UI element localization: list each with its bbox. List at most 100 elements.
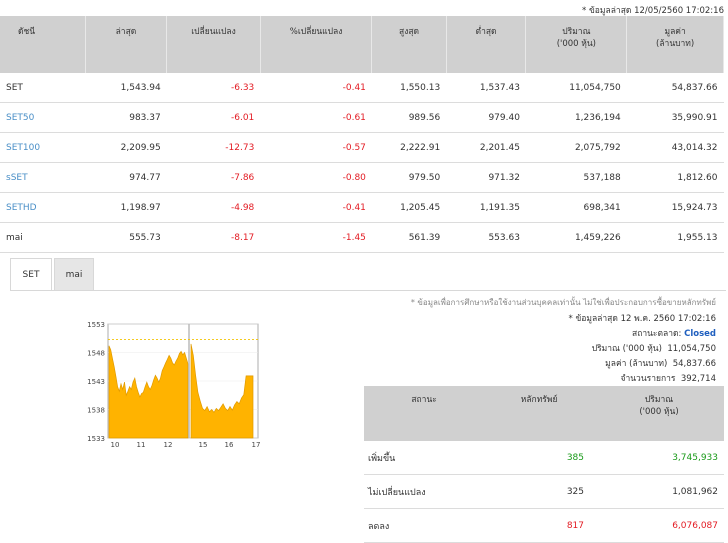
trades-value: 392,714 [680, 374, 716, 384]
index-high: 561.39 [371, 222, 447, 253]
chart-y-tick: 1553 [87, 321, 105, 329]
header-summary-volume: ปริมาณ ('000 หุ้น) [594, 386, 724, 441]
index-change: -7.86 [166, 162, 261, 193]
index-low: 971.32 [446, 162, 526, 193]
header-index: ดัชนี [0, 16, 86, 73]
index-value: 1,812.60 [626, 162, 724, 193]
index-row: SET 1,543.94 -6.33 -0.41 1,550.13 1,537.43 11,… [0, 73, 724, 103]
info-trades: จำนวนรายการ 392,714 [620, 371, 716, 385]
index-volume: 2,075,792 [525, 132, 627, 163]
index-last: 2,209.95 [85, 132, 167, 163]
value-label: มูลค่า (ล้านบาท) [605, 359, 668, 369]
index-row: SET50 983.37 -6.01 -0.61 989.56 979.40 1,236,1… [0, 102, 724, 133]
chart-y-tick: 1548 [87, 350, 105, 358]
header-pct-change: %เปลี่ยนแปลง [260, 16, 373, 73]
index-high: 979.50 [371, 162, 447, 193]
summary-status-label: ไม่เปลี่ยนแปลง [364, 474, 485, 509]
index-name[interactable]: SET50 [0, 102, 86, 133]
index-last: 1,198.97 [85, 192, 167, 223]
index-row: SETHD 1,198.97 -4.98 -0.41 1,205.45 1,191.35 6… [0, 192, 724, 223]
chart-x-tick: 16 [225, 441, 234, 449]
index-value: 1,955.13 [626, 222, 724, 253]
index-row: SET100 2,209.95 -12.73 -0.57 2,222.91 2,201.4… [0, 132, 724, 163]
index-last: 555.73 [85, 222, 167, 253]
index-pct-change: -1.45 [260, 222, 372, 253]
chart-y-tick: 1543 [87, 378, 105, 386]
index-volume: 11,054,750 [525, 73, 627, 103]
chart-x-tick: 12 [164, 441, 173, 449]
chart-x-tick: 10 [111, 441, 120, 449]
chart-x-tick: 17 [252, 441, 261, 449]
index-name: SET [0, 73, 86, 103]
summary-row: เพิ่มขึ้น 385 3,745,933 [364, 441, 724, 475]
index-change: -6.01 [166, 102, 261, 133]
volume-label: ปริมาณ ('000 หุ้น) [591, 344, 662, 354]
info-volume: ปริมาณ ('000 หุ้น) 11,054,750 [592, 341, 716, 355]
header-status: สถานะ [364, 386, 485, 441]
index-pct-change: -0.61 [260, 102, 372, 133]
index-change: -4.98 [166, 192, 261, 223]
index-table-header: ดัชนี ล่าสุด เปลี่ยนแปลง %เปลี่ยนแปลง สู… [0, 16, 724, 73]
tab-divider [10, 290, 726, 291]
tab-mai[interactable]: mai [54, 258, 94, 291]
header-last: ล่าสุด [85, 16, 168, 73]
summary-count: 325 [484, 474, 595, 509]
index-high: 989.56 [371, 102, 447, 133]
header-low: ต่ำสุด [446, 16, 527, 73]
chart-area-series [108, 345, 189, 439]
value-value: 54,837.66 [672, 359, 716, 369]
header-high: สูงสุด [371, 16, 447, 73]
index-volume: 537,188 [525, 162, 627, 193]
disclaimer-note: * ข้อมูลเพื่อการศึกษาหรือใช้งานส่วนบุคคล… [410, 298, 716, 307]
summary-status-label: เพิ่มขึ้น [364, 441, 485, 475]
header-volume: ปริมาณ ('000 หุ้น) [525, 16, 628, 73]
index-volume: 1,236,194 [525, 102, 627, 133]
index-value: 35,990.91 [626, 102, 724, 133]
index-row: sSET 974.77 -7.86 -0.80 979.50 971.32 537,188 1… [0, 162, 724, 193]
summary-count: 385 [484, 441, 595, 475]
chart-x-tick: 11 [137, 441, 146, 449]
index-last: 974.77 [85, 162, 167, 193]
index-value: 15,924.73 [626, 192, 724, 223]
index-low: 979.40 [446, 102, 526, 133]
header-securities: หลักทรัพย์ [484, 386, 595, 441]
index-high: 1,550.13 [371, 73, 447, 103]
index-low: 1,537.43 [446, 73, 526, 103]
summary-count: 817 [484, 508, 595, 543]
index-high: 1,205.45 [371, 192, 447, 223]
index-change: -6.33 [166, 73, 261, 103]
summary-status-label: ลดลง [364, 508, 485, 543]
index-change: -12.73 [166, 132, 261, 163]
index-pct-change: -0.41 [260, 73, 372, 103]
index-high: 2,222.91 [371, 132, 447, 163]
market-status-value: Closed [684, 329, 716, 339]
index-last: 983.37 [85, 102, 167, 133]
info-value: มูลค่า (ล้านบาท) 54,837.66 [605, 356, 716, 370]
index-low: 553.63 [446, 222, 526, 253]
index-name[interactable]: SETHD [0, 192, 86, 223]
info-market-status: สถานะตลาด: Closed [632, 326, 716, 340]
index-pct-change: -0.41 [260, 192, 372, 223]
index-name[interactable]: sSET [0, 162, 86, 193]
tab-set[interactable]: SET [10, 258, 52, 291]
index-pct-change: -0.80 [260, 162, 372, 193]
index-low: 1,191.35 [446, 192, 526, 223]
last-update-note: * ข้อมูลล่าสุด 12/05/2560 17:02:16 [582, 6, 724, 16]
summary-volume: 3,745,933 [594, 441, 724, 475]
chart-y-tick: 1538 [87, 407, 105, 415]
index-row: mai 555.73 -8.17 -1.45 561.39 553.63 1,459,226… [0, 222, 724, 253]
summary-volume: 6,076,087 [594, 508, 724, 543]
index-volume: 698,341 [525, 192, 627, 223]
index-value: 54,837.66 [626, 73, 724, 103]
index-name: mai [0, 222, 86, 253]
info-last-update: * ข้อมูลล่าสุด 12 พ.ค. 2560 17:02:16 [568, 314, 717, 324]
volume-value: 11,054,750 [667, 344, 716, 354]
index-value: 43,014.32 [626, 132, 724, 163]
index-name[interactable]: SET100 [0, 132, 86, 163]
summary-header: สถานะ หลักทรัพย์ ปริมาณ ('000 หุ้น) [364, 386, 724, 441]
chart-x-tick: 15 [199, 441, 208, 449]
summary-volume: 1,081,962 [594, 474, 724, 509]
intraday-chart: 1553 1548 1543 1538 1533 10 11 12 15 16 17 [87, 321, 261, 449]
index-volume: 1,459,226 [525, 222, 627, 253]
index-table: ดัชนี ล่าสุด เปลี่ยนแปลง %เปลี่ยนแปลง สู… [0, 16, 724, 253]
